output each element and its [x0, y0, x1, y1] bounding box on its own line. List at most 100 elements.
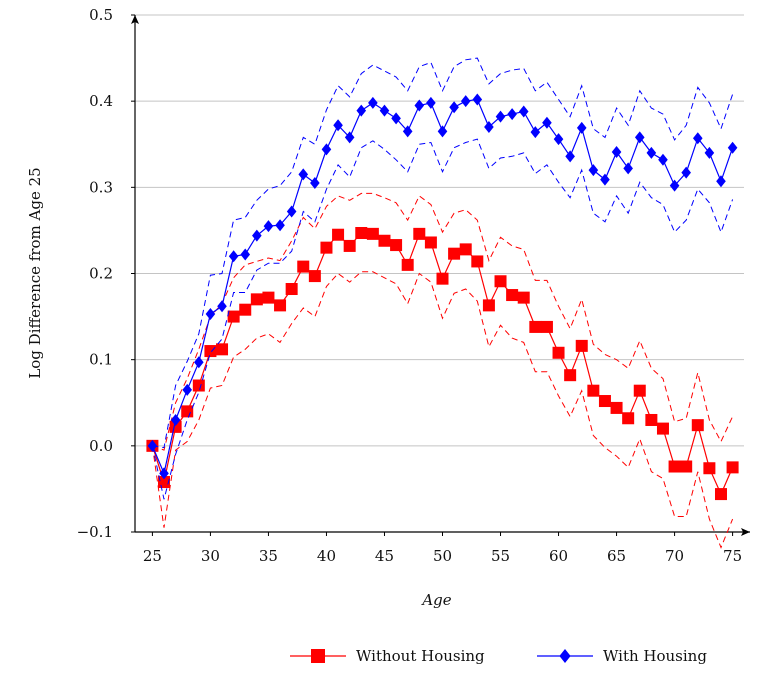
without-housing-point — [413, 227, 426, 240]
without-housing-point — [239, 303, 252, 316]
without-housing-point — [529, 320, 542, 333]
without-housing-series — [146, 192, 739, 549]
without-housing-point — [378, 234, 391, 247]
with-housing-point — [194, 356, 204, 369]
without-housing-point — [401, 258, 414, 271]
series-group — [146, 57, 739, 549]
without-housing-point — [517, 291, 530, 304]
x-tick-label: 75 — [723, 547, 742, 565]
legend-marker — [559, 649, 571, 663]
with-housing-point — [553, 133, 564, 146]
without-housing-point — [506, 289, 519, 302]
without-housing-point — [610, 401, 623, 414]
x-axis-arrow — [741, 528, 750, 536]
with-housing-point — [252, 229, 262, 242]
with-housing-point — [182, 383, 193, 396]
with-housing-point — [298, 168, 309, 181]
tick-labels: −0.1 0.0 0.1 0.2 0.3 0.4 0.5 25 30 35 40 45 50 55 60 65… — [77, 6, 743, 565]
with-housing-point — [681, 166, 691, 179]
with-housing-point — [437, 125, 448, 138]
without-housing-ci-lower — [151, 271, 734, 549]
x-tick-label: 55 — [491, 547, 510, 565]
without-housing-point — [366, 227, 379, 240]
y-tick-label: 0.1 — [89, 351, 113, 369]
with-housing-point — [704, 146, 715, 159]
x-tick-label: 45 — [375, 547, 394, 565]
with-housing-point — [518, 105, 529, 118]
without-housing-point — [308, 270, 321, 283]
x-tick-label: 60 — [549, 547, 568, 565]
with-housing-point — [402, 125, 413, 138]
with-housing-point — [414, 99, 425, 112]
with-housing-point — [310, 177, 320, 190]
without-housing-point — [645, 413, 658, 426]
without-housing-point — [714, 488, 727, 501]
without-housing-point — [540, 320, 553, 333]
x-tick-label: 70 — [665, 547, 684, 565]
without-housing-point — [216, 343, 229, 356]
without-housing-point — [332, 228, 345, 241]
without-housing-point — [262, 291, 275, 304]
x-tick-label: 40 — [317, 547, 336, 565]
axes — [131, 14, 750, 536]
with-housing-point — [727, 141, 738, 154]
without-housing-point — [459, 243, 472, 256]
with-housing-point — [217, 300, 227, 313]
without-housing-point — [471, 255, 484, 268]
x-axis-title: Age — [420, 591, 451, 609]
without-housing-point — [587, 384, 600, 397]
without-housing-point — [250, 293, 263, 306]
with-housing-point — [611, 146, 622, 159]
y-tick-label: 0.3 — [89, 178, 113, 196]
with-housing-point — [391, 112, 401, 125]
without-housing-point — [691, 419, 704, 432]
without-housing-point — [227, 310, 240, 323]
legend-label: With Housing — [603, 647, 707, 665]
with-housing-ci-lower — [151, 138, 734, 500]
with-housing-point — [716, 175, 726, 188]
with-housing-point — [286, 205, 297, 218]
y-axis-title: Log Difference from Age 25 — [26, 167, 44, 378]
y-tick-label: 0.2 — [89, 265, 113, 283]
y-axis-arrow — [131, 15, 139, 24]
legend-label: Without Housing — [356, 647, 485, 665]
y-tick-label: 0.0 — [89, 437, 113, 455]
with-housing-point — [600, 173, 610, 186]
legend-item-without-housing: Without Housing — [290, 647, 485, 665]
with-housing-point — [588, 164, 599, 177]
with-housing-point — [205, 307, 216, 320]
gridlines — [135, 14, 744, 447]
with-housing-point — [228, 250, 239, 263]
with-housing-point — [542, 116, 552, 129]
without-housing-point — [633, 384, 646, 397]
x-tick-label: 35 — [259, 547, 278, 565]
with-housing-point — [426, 96, 436, 109]
without-housing-point — [703, 462, 716, 475]
with-housing-point — [170, 413, 181, 426]
without-housing-point — [656, 422, 669, 435]
x-tick-label: 50 — [433, 547, 452, 565]
with-housing-point — [263, 220, 274, 233]
with-housing-point — [379, 104, 390, 117]
with-housing-point — [507, 108, 517, 121]
without-housing-point — [494, 275, 507, 288]
with-housing-ci-upper — [152, 57, 734, 449]
without-housing-point — [482, 299, 495, 312]
with-housing-series — [147, 57, 738, 500]
with-housing-point — [147, 439, 158, 452]
with-housing-point — [565, 150, 575, 163]
with-housing-point — [484, 121, 494, 134]
legend-item-with-housing: With Housing — [537, 647, 707, 665]
without-housing-point — [680, 460, 693, 473]
without-housing-point — [552, 346, 565, 359]
legend: Without Housing With Housing — [290, 647, 707, 665]
without-housing-point — [622, 412, 635, 425]
with-housing-point — [495, 110, 506, 123]
without-housing-point — [598, 395, 611, 408]
x-tick-label: 30 — [201, 547, 220, 565]
without-housing-point — [575, 339, 588, 352]
without-housing-point — [285, 283, 298, 296]
without-housing-point — [274, 299, 287, 312]
x-tick-label: 65 — [607, 547, 626, 565]
